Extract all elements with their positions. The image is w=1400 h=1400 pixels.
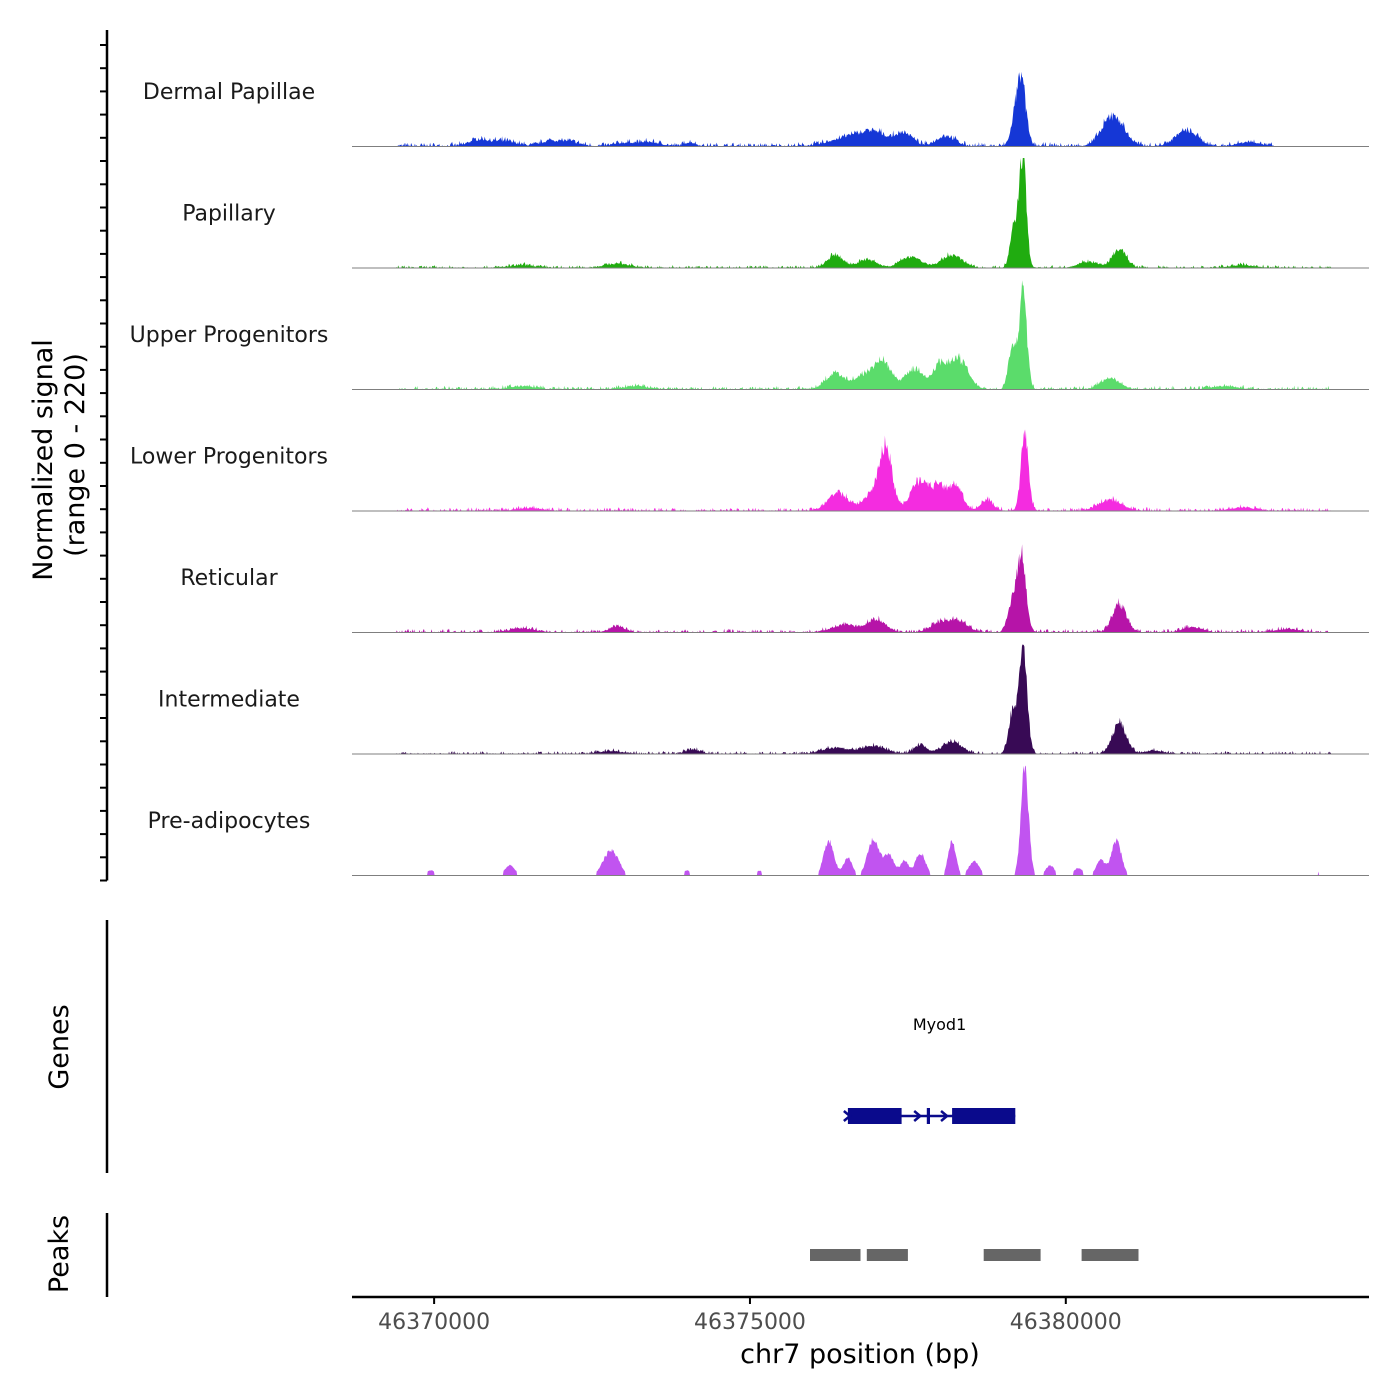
peak-region-0 bbox=[810, 1249, 861, 1261]
coverage-area-0 bbox=[352, 71, 1369, 147]
track-label-1: Papillary bbox=[182, 202, 276, 227]
track-label-4: Reticular bbox=[180, 566, 278, 591]
x-tick-label-1: 46375000 bbox=[694, 1310, 806, 1335]
track-label-3: Lower Progenitors bbox=[130, 445, 328, 470]
coverage-area-3 bbox=[352, 429, 1369, 511]
x-axis: 46370000 46375000 46380000 bbox=[352, 1295, 1369, 1335]
peak-region-2 bbox=[983, 1249, 1041, 1261]
track-label-6: Pre-adipocytes bbox=[148, 809, 311, 834]
genes-track: Myod1 bbox=[105, 920, 1016, 1173]
y-axis-title-line2: (range 0 - 220) bbox=[60, 353, 91, 557]
gene-start-arrow-0 bbox=[843, 1110, 852, 1122]
gene-exon-0 bbox=[847, 1108, 902, 1124]
coverage-area-4 bbox=[352, 544, 1369, 633]
track-label-2: Upper Progenitors bbox=[130, 323, 329, 348]
genes-track-label: Genes bbox=[44, 1004, 75, 1089]
peak-region-3 bbox=[1081, 1249, 1139, 1261]
peaks-track bbox=[105, 1213, 1139, 1297]
coverage-tracks: Dermal Papillae Papillary Upper Progenitor… bbox=[130, 71, 1369, 876]
gene-strand-arrow-1 bbox=[940, 1110, 949, 1122]
track-label-0: Dermal Papillae bbox=[143, 80, 315, 105]
x-tick-label-0: 46370000 bbox=[378, 1310, 490, 1335]
peak-region-1 bbox=[866, 1249, 908, 1261]
peaks-track-label: Peaks bbox=[44, 1215, 75, 1293]
gene-exon-1 bbox=[926, 1108, 930, 1124]
gene-exon-2 bbox=[952, 1108, 1016, 1124]
signal-y-axis bbox=[100, 30, 109, 882]
x-axis-title: chr7 position (bp) bbox=[740, 1339, 980, 1370]
gene-label-0: Myod1 bbox=[913, 1015, 966, 1034]
x-tick-label-2: 46380000 bbox=[1010, 1310, 1122, 1335]
coverage-area-6 bbox=[352, 765, 1369, 876]
coverage-area-1 bbox=[352, 158, 1369, 268]
track-label-5: Intermediate bbox=[158, 688, 300, 713]
coverage-area-5 bbox=[352, 644, 1369, 754]
y-axis-title-line1: Normalized signal bbox=[28, 339, 59, 581]
gene-strand-arrow-0 bbox=[913, 1110, 923, 1122]
coverage-area-2 bbox=[352, 280, 1369, 390]
